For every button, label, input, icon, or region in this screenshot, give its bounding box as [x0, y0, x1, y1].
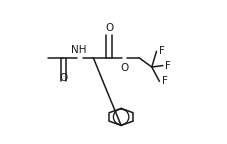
- Text: NH: NH: [71, 45, 86, 55]
- Text: O: O: [59, 73, 67, 83]
- Text: O: O: [104, 23, 113, 34]
- Text: F: F: [158, 46, 164, 56]
- Text: F: F: [165, 61, 170, 71]
- Text: O: O: [120, 64, 128, 73]
- Text: F: F: [161, 76, 167, 86]
